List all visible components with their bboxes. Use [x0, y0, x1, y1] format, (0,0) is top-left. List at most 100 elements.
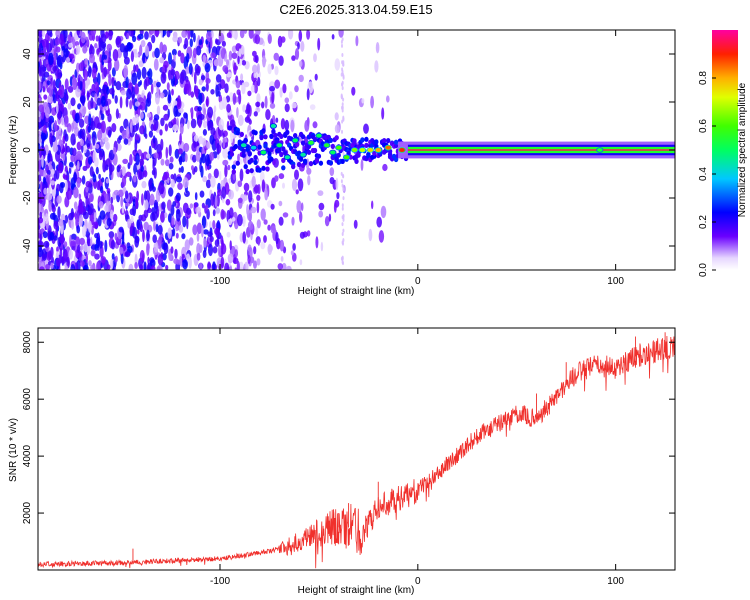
noise-blob	[153, 220, 156, 232]
transition-blob	[350, 147, 359, 153]
noise-blob	[290, 250, 294, 256]
noise-blob	[241, 60, 247, 66]
transition-blob	[307, 140, 315, 146]
noise-blob	[201, 215, 207, 229]
noise-blob	[242, 194, 248, 201]
noise-blob	[129, 153, 133, 166]
noise-blob	[134, 139, 138, 153]
noise-blob	[141, 152, 144, 162]
noise-blob	[329, 177, 335, 185]
noise-blob	[166, 199, 172, 211]
noise-blob	[125, 126, 130, 139]
noise-blob	[278, 55, 284, 66]
noise-blob	[85, 185, 89, 193]
noise-blob	[52, 212, 56, 221]
noise-blob	[207, 173, 212, 180]
noise-blob	[273, 52, 280, 61]
noise-blob	[239, 261, 244, 270]
transition-blob	[291, 137, 299, 144]
noise-blob	[84, 58, 89, 65]
noise-blob	[278, 216, 284, 226]
transition-blob	[366, 147, 374, 153]
spectrogram-x-tick-label: -100	[210, 276, 230, 287]
noise-blob	[189, 203, 194, 209]
spectrogram-y-tick-label: 0	[22, 147, 33, 153]
noise-blob	[314, 73, 318, 81]
noise-blob	[153, 114, 160, 121]
noise-blob	[113, 189, 120, 196]
noise-blob	[43, 94, 48, 100]
noise-blob	[79, 237, 85, 245]
noise-blob	[215, 84, 219, 97]
noise-blob	[119, 96, 123, 109]
noise-blob	[56, 195, 62, 204]
noise-blob	[202, 249, 207, 259]
noise-blob	[83, 68, 88, 81]
transition-blob	[240, 142, 248, 149]
noise-blob	[64, 265, 69, 270]
noise-blob	[43, 187, 48, 195]
noise-blob	[168, 69, 172, 81]
noise-blob	[187, 83, 192, 96]
noise-blob	[122, 158, 129, 164]
noise-blob	[342, 117, 345, 122]
noise-blob	[224, 83, 229, 94]
noise-blob	[138, 60, 144, 68]
noise-blob	[200, 75, 206, 81]
noise-blob	[228, 178, 231, 184]
noise-blob	[131, 72, 138, 86]
band-blob	[269, 133, 274, 139]
noise-blob	[229, 240, 232, 251]
noise-blob	[205, 153, 210, 167]
noise-blob	[153, 123, 157, 132]
transition-blob	[358, 147, 366, 153]
noise-blob	[177, 50, 182, 57]
noise-blob	[252, 64, 258, 74]
transition-blob	[398, 147, 406, 153]
noise-blob	[253, 111, 258, 117]
noise-blob	[68, 212, 74, 221]
noise-blob	[115, 81, 122, 91]
noise-blob	[260, 208, 266, 221]
noise-blob	[237, 214, 243, 227]
noise-blob	[170, 174, 175, 180]
noise-blob	[94, 116, 100, 129]
noise-blob	[171, 48, 177, 56]
noise-blob	[129, 208, 135, 216]
noise-blob	[137, 33, 144, 40]
noise-blob	[78, 62, 84, 72]
noise-blob	[209, 37, 213, 49]
noise-blob	[95, 35, 99, 42]
noise-blob	[46, 192, 53, 201]
snr-panel: -100 0 100 2000 4000 6000 8000 Height of strai…	[8, 327, 676, 596]
noise-blob	[256, 201, 260, 214]
noise-blob	[129, 100, 133, 110]
noise-blob	[340, 95, 343, 100]
noise-blob	[165, 159, 170, 167]
noise-blob	[123, 138, 129, 145]
noise-blob	[252, 50, 257, 57]
noise-blob	[260, 241, 266, 250]
noise-blob	[317, 190, 324, 197]
noise-blob	[281, 262, 287, 270]
noise-blob	[194, 85, 199, 98]
noise-blob	[178, 167, 182, 173]
band-blob	[334, 135, 339, 141]
noise-blob	[98, 150, 103, 161]
noise-blob	[270, 225, 276, 234]
noise-blob	[78, 198, 83, 211]
noise-blob	[183, 112, 188, 119]
noise-blob	[160, 92, 165, 99]
noise-blob	[82, 165, 88, 171]
noise-blob	[158, 150, 163, 160]
spectrogram-y-tick-label: -40	[22, 238, 33, 253]
noise-blob	[70, 97, 76, 107]
band-blob	[300, 134, 306, 140]
noise-blob	[217, 244, 222, 257]
noise-blob	[89, 53, 95, 64]
noise-blob	[263, 235, 267, 243]
noise-blob	[99, 210, 106, 220]
noise-blob	[199, 190, 205, 198]
noise-blob	[160, 71, 167, 84]
noise-blob	[370, 95, 374, 109]
